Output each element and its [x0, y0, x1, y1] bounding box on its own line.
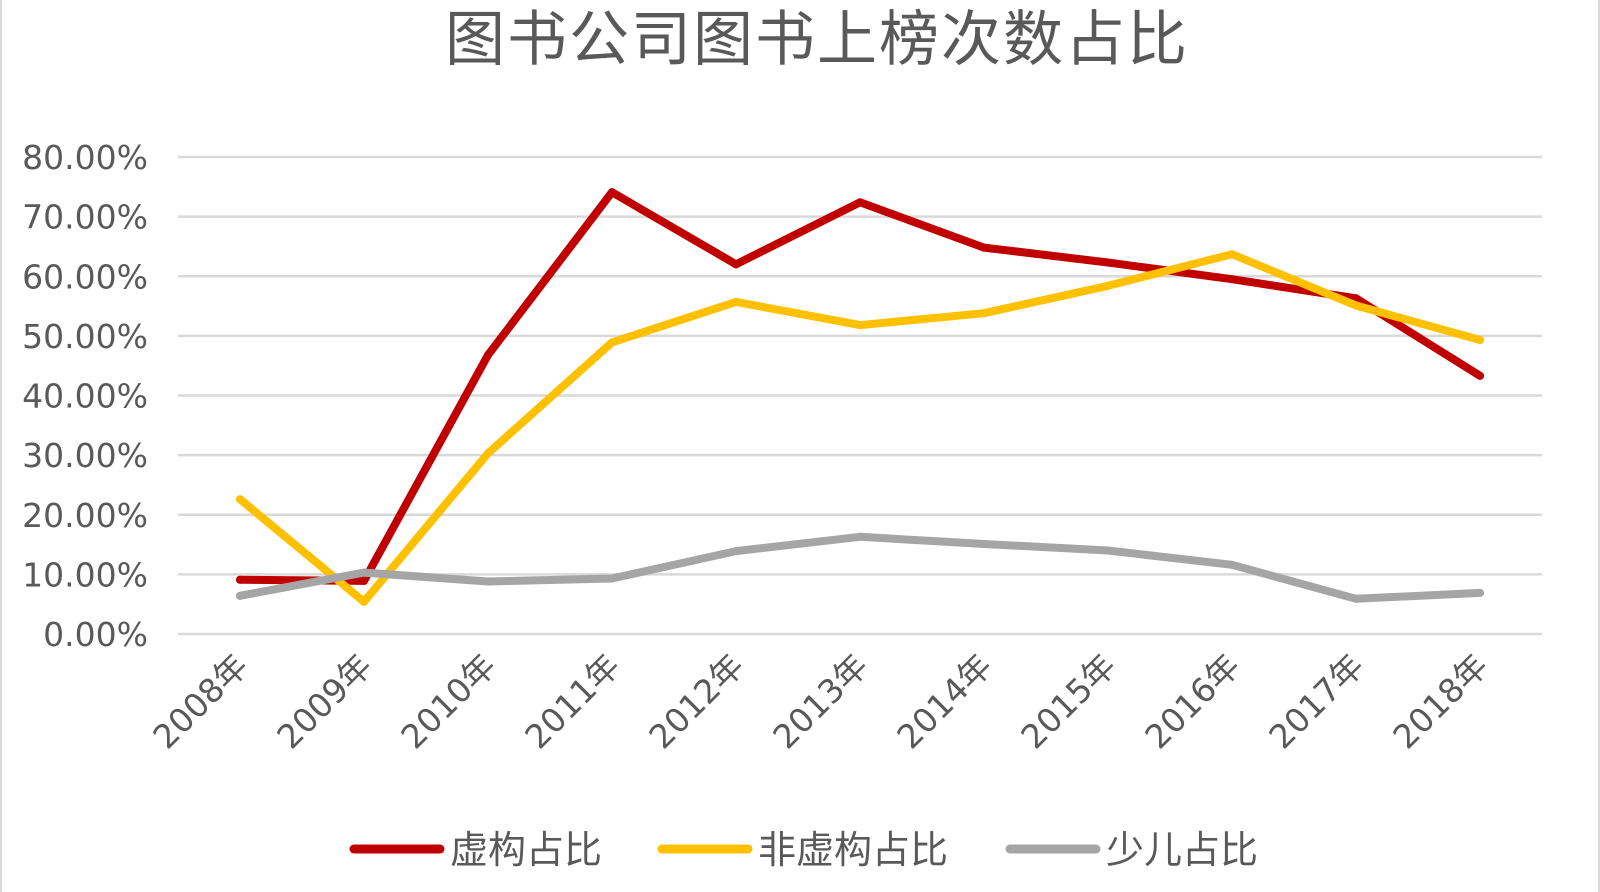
y-tick-label: 50.00% [22, 317, 148, 356]
data-point [608, 574, 616, 583]
data-point [1476, 371, 1484, 380]
data-point [980, 539, 988, 548]
data-point [484, 449, 492, 458]
chart-title: 图书公司图书上榜次数占比 [445, 5, 1189, 75]
data-point [856, 198, 864, 207]
series-line-2 [236, 250, 1484, 606]
data-point [1228, 250, 1236, 259]
x-tick-label: 2013年 [765, 646, 875, 756]
data-point [856, 532, 864, 541]
legend-item: 少儿占比 [1005, 828, 1258, 872]
data-point [484, 577, 492, 586]
x-tick-label: 2014年 [889, 646, 999, 756]
data-point [1476, 336, 1484, 345]
data-point [732, 260, 740, 269]
data-point [1352, 301, 1360, 310]
y-tick-label: 0.00% [43, 615, 148, 654]
data-point [360, 568, 368, 577]
y-tick-label: 80.00% [22, 138, 148, 177]
data-point [608, 338, 616, 347]
x-tick-label: 2015年 [1013, 646, 1123, 756]
data-point [732, 297, 740, 306]
data-point [236, 575, 244, 584]
legend: 虚构占比 非虚构占比 少儿占比 [349, 828, 1258, 872]
y-tick-label: 60.00% [22, 257, 148, 296]
series-lines [236, 188, 1484, 606]
gridlines [178, 155, 1542, 636]
legend-label: 非虚构占比 [758, 828, 948, 872]
data-point [732, 547, 740, 556]
x-axis: 2008年 2009年 2010年 2011年 2012年 2013年 2014年 2015年… [145, 646, 1495, 756]
y-tick-label: 10.00% [22, 555, 148, 594]
series-line-3 [236, 532, 1484, 603]
data-point [1228, 275, 1236, 284]
x-tick-label: 2018年 [1385, 646, 1495, 756]
x-tick-label: 2009年 [269, 646, 379, 756]
data-point [608, 188, 616, 197]
legend-label: 少儿占比 [1106, 828, 1258, 872]
data-point [1104, 258, 1112, 267]
legend-label: 虚构占比 [450, 828, 602, 872]
x-tick-label: 2011年 [517, 646, 627, 756]
y-tick-label: 70.00% [22, 198, 148, 237]
legend-item: 虚构占比 [349, 828, 602, 872]
data-point [1352, 594, 1360, 603]
data-point [1352, 294, 1360, 303]
y-tick-label: 30.00% [22, 436, 148, 475]
data-point [1476, 588, 1484, 597]
data-point [360, 576, 368, 585]
data-point [980, 309, 988, 318]
data-point [484, 350, 492, 359]
x-tick-label: 2012年 [641, 646, 751, 756]
data-point [236, 495, 244, 504]
x-tick-label: 2010年 [393, 646, 503, 756]
data-point [360, 597, 368, 606]
data-point [236, 591, 244, 600]
data-point [856, 321, 864, 330]
y-axis: 0.00% 10.00% 20.00% 30.00% 40.00% 50.00% 60.00… [22, 138, 148, 654]
data-point [980, 243, 988, 252]
x-tick-label: 2008年 [145, 646, 255, 756]
data-point [1104, 281, 1112, 290]
y-tick-label: 40.00% [22, 377, 148, 416]
x-tick-label: 2017年 [1261, 646, 1371, 756]
data-point [1104, 546, 1112, 555]
legend-item: 非虚构占比 [657, 828, 948, 872]
x-tick-label: 2016年 [1137, 646, 1247, 756]
y-tick-label: 20.00% [22, 496, 148, 535]
data-point [1228, 560, 1236, 569]
